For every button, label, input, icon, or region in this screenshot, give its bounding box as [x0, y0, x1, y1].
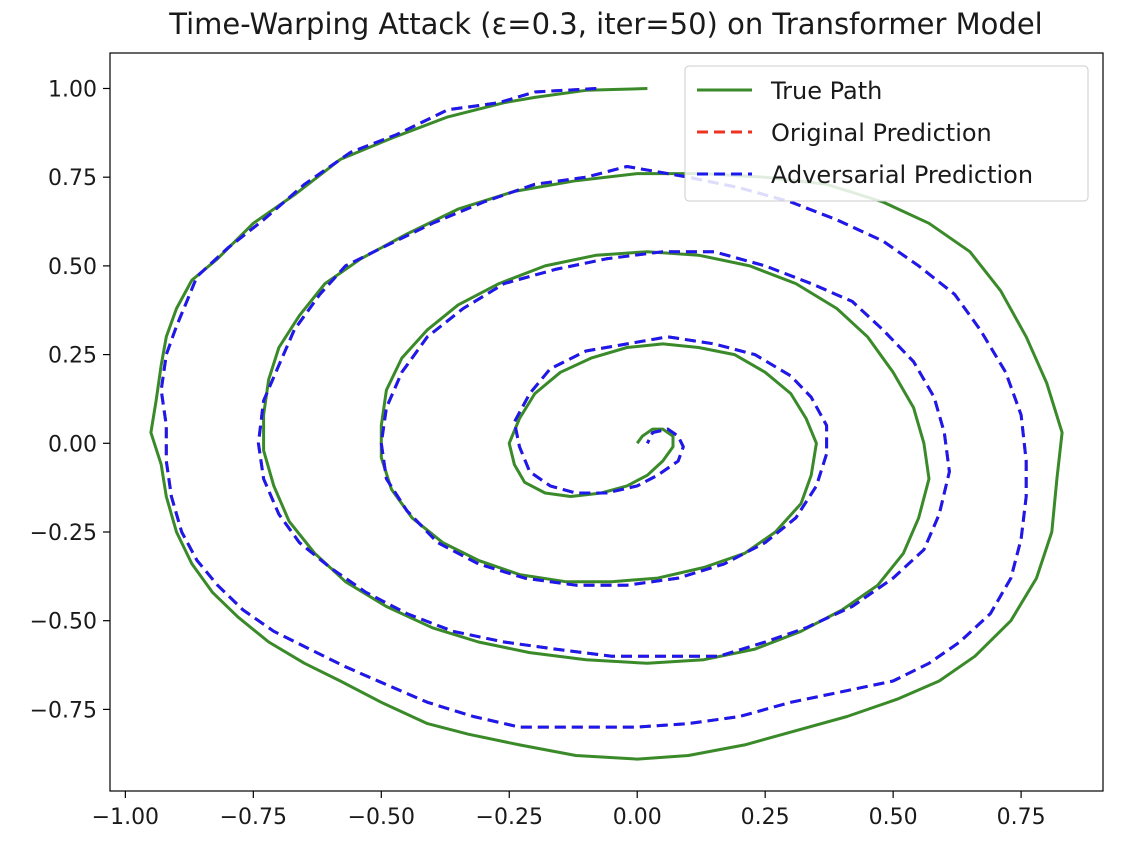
y-tick-label: −0.75 — [30, 698, 97, 723]
series-layer — [149, 87, 1064, 761]
x-tick-label: 0.00 — [613, 805, 662, 830]
y-tick-label: 1.00 — [48, 77, 97, 102]
x-tick-label: −0.25 — [476, 805, 543, 830]
axes-layer: −1.00 −0.75 −0.50 −0.25 0.00 0.25 0.50 0.75 1.00… — [30, 77, 1046, 830]
x-tick-label: 0.75 — [997, 805, 1046, 830]
x-tick-label: 0.50 — [869, 805, 918, 830]
y-tick-label: −0.25 — [30, 521, 97, 546]
legend: True Path Original Prediction Adversaria… — [684, 65, 1089, 202]
x-tick-label: −0.75 — [220, 805, 287, 830]
x-tick-label: −1.00 — [92, 805, 159, 830]
y-tick-label: 0.50 — [48, 255, 97, 280]
y-tick-label: 0.00 — [48, 432, 97, 457]
series-line-adversarial-prediction — [159, 87, 1028, 729]
plot-frame — [109, 52, 1104, 792]
y-tick-label: 0.25 — [48, 344, 97, 369]
series-line-true-path — [149, 87, 1064, 761]
x-tick-label: 0.25 — [741, 805, 790, 830]
legend-label-adversarial-prediction: Adversarial Prediction — [771, 161, 1033, 189]
legend-box — [684, 65, 1089, 202]
x-tick-label: −0.50 — [348, 805, 415, 830]
legend-label-original-prediction: Original Prediction — [771, 119, 992, 147]
y-tick-label: 0.75 — [48, 166, 97, 191]
chart-title: Time-Warping Attack (ε=0.3, iter=50) on … — [168, 7, 1042, 41]
legend-label-true-path: True Path — [770, 77, 882, 105]
y-tick-label: −0.50 — [30, 610, 97, 635]
